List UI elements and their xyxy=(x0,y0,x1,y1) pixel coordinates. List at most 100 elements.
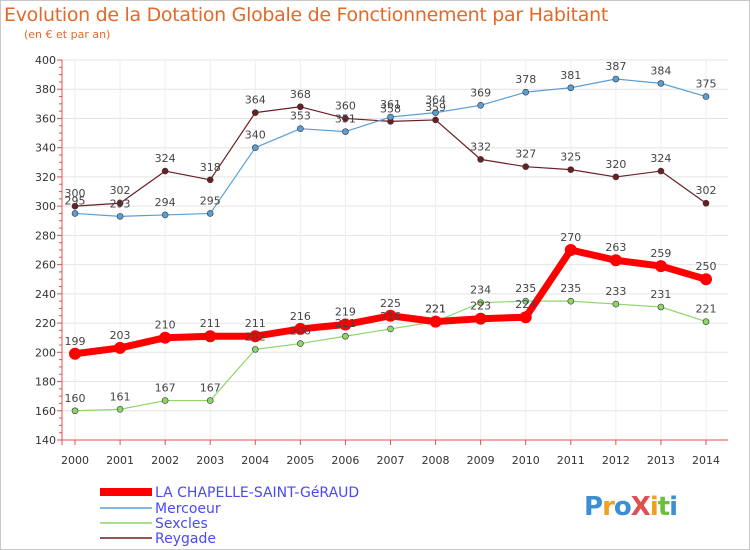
y-tick-label: 320 xyxy=(35,171,56,184)
data-point xyxy=(339,318,352,331)
data-label: 325 xyxy=(560,151,581,164)
x-tick-label: 2001 xyxy=(106,454,134,467)
data-point xyxy=(116,213,124,220)
x-tick-label: 2010 xyxy=(512,454,540,467)
y-tick-label: 220 xyxy=(35,317,56,330)
x-tick-label: 2009 xyxy=(467,454,495,467)
data-label: 167 xyxy=(155,382,176,395)
legend-label: Mercoeur xyxy=(155,501,221,517)
data-label: 295 xyxy=(65,194,86,207)
x-tick-label: 2011 xyxy=(557,454,585,467)
data-label: 216 xyxy=(380,310,401,323)
data-label: 369 xyxy=(470,86,491,99)
data-point xyxy=(654,260,667,273)
data-label: 211 xyxy=(200,317,221,330)
data-label: 167 xyxy=(200,382,221,395)
data-label: 211 xyxy=(245,317,266,330)
data-point xyxy=(429,315,442,328)
data-point xyxy=(71,202,79,210)
data-point xyxy=(474,312,487,325)
data-label: 206 xyxy=(290,325,311,338)
legend: LA CHAPELLE-SAINT-GéRAUDMercoeurSexclesR… xyxy=(100,485,359,547)
data-label: 203 xyxy=(110,329,131,342)
chart-subtitle: (en € et par an) xyxy=(24,28,111,41)
y-tick-label: 360 xyxy=(35,112,56,125)
data-label: 270 xyxy=(560,231,581,244)
x-tick-label: 2012 xyxy=(602,454,630,467)
data-label: 235 xyxy=(515,282,536,295)
data-point xyxy=(522,297,530,305)
data-label: 295 xyxy=(200,194,221,207)
axes xyxy=(57,59,728,445)
data-label: 259 xyxy=(650,247,671,260)
y-tick-label: 240 xyxy=(35,288,56,301)
data-label: 318 xyxy=(200,161,221,174)
data-label: 302 xyxy=(696,184,717,197)
data-point xyxy=(161,397,169,404)
data-point xyxy=(69,347,81,360)
data-point xyxy=(116,199,124,207)
x-tick-label: 2008 xyxy=(422,454,450,467)
y-tick-label: 140 xyxy=(35,434,56,447)
x-tick-label: 2000 xyxy=(61,454,89,467)
x-tick-label: 2004 xyxy=(241,454,269,467)
x-tick-label: 2006 xyxy=(331,454,359,467)
x-axis-ticks: 2000 2001 2002 2003 2004 2005 2006 2007 2008 2009… xyxy=(61,454,720,467)
svg-text:ProXiti: ProXiti xyxy=(584,492,677,522)
data-point xyxy=(702,93,710,100)
data-point xyxy=(612,173,620,181)
data-label: 360 xyxy=(335,99,356,112)
data-point xyxy=(206,397,214,404)
data-label: 378 xyxy=(515,73,536,86)
data-point xyxy=(702,199,710,207)
data-point xyxy=(612,300,620,308)
data-label: 235 xyxy=(560,282,581,295)
data-point xyxy=(294,322,307,335)
x-tick-label: 2014 xyxy=(692,454,720,467)
x-tick-label: 2003 xyxy=(196,454,224,467)
data-point xyxy=(612,75,620,83)
data-label: 384 xyxy=(650,64,671,77)
data-point xyxy=(564,244,577,256)
data-label: 294 xyxy=(155,196,176,209)
data-label: 324 xyxy=(650,152,671,165)
data-point xyxy=(251,144,259,151)
data-label: 231 xyxy=(650,288,671,301)
data-label: 351 xyxy=(335,113,356,126)
data-label: 202 xyxy=(245,330,266,343)
series-0 xyxy=(69,244,712,360)
data-point xyxy=(206,176,214,184)
data-point xyxy=(161,167,169,175)
data-point xyxy=(702,318,710,325)
data-label: 211 xyxy=(335,317,356,330)
y-tick-label: 400 xyxy=(35,54,56,67)
data-label: 221 xyxy=(425,303,446,316)
data-point xyxy=(342,332,349,340)
data-point xyxy=(384,309,397,322)
data-label: 223 xyxy=(470,300,491,313)
data-label: 368 xyxy=(290,88,311,101)
data-label: 160 xyxy=(65,392,86,405)
data-label: 221 xyxy=(425,303,446,316)
data-label: 320 xyxy=(605,158,626,171)
data-label: 359 xyxy=(425,101,446,114)
data-point xyxy=(567,84,575,92)
data-label: 234 xyxy=(470,284,491,297)
data-label: 219 xyxy=(335,306,356,319)
data-point xyxy=(251,109,259,116)
data-label: 293 xyxy=(110,197,131,210)
data-point xyxy=(342,115,349,122)
data-label: 332 xyxy=(470,140,491,153)
y-tick-label: 300 xyxy=(35,200,56,213)
data-point xyxy=(567,297,575,305)
data-label: 358 xyxy=(380,102,401,115)
series-group xyxy=(69,75,712,415)
data-point xyxy=(159,331,172,344)
data-point xyxy=(71,407,79,415)
data-point xyxy=(116,406,124,413)
data-label: 324 xyxy=(155,152,176,165)
data-point xyxy=(609,254,622,267)
data-point xyxy=(657,303,665,311)
